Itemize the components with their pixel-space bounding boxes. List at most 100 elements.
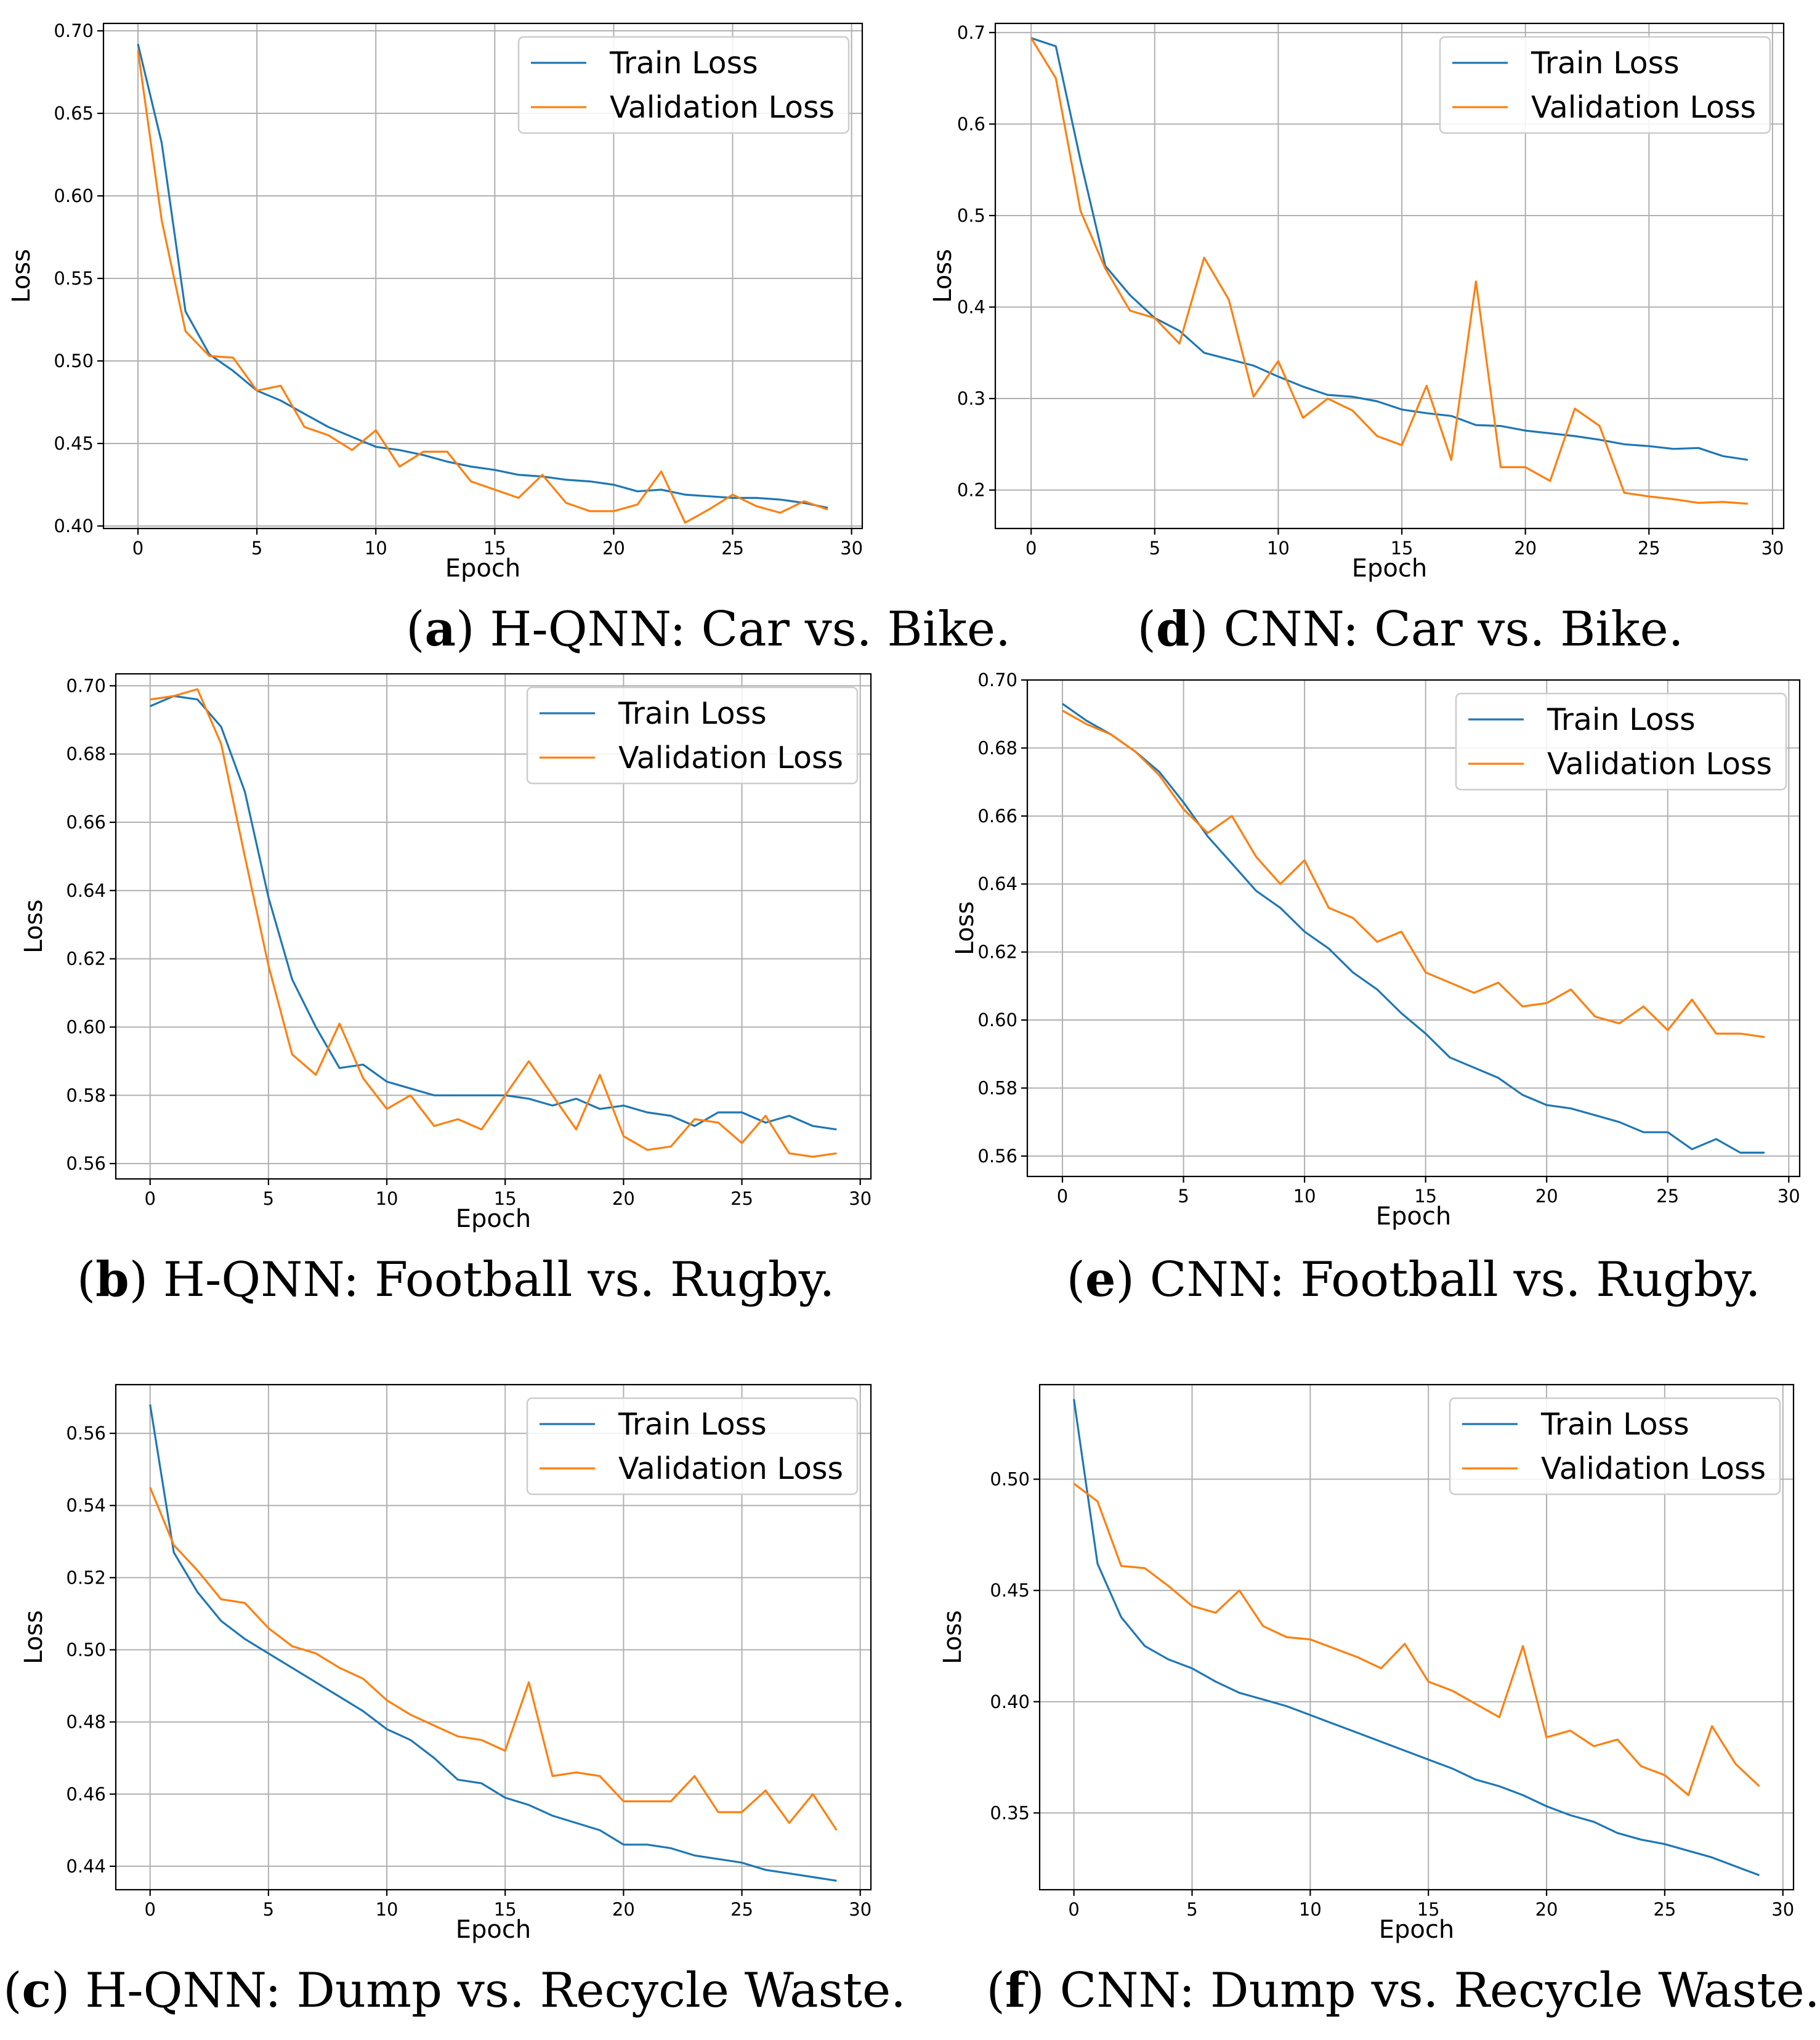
panel-a-line-validation-loss [137,50,828,524]
panel-d-ytick-label-4: 0.6 [957,113,985,134]
panel-c-plot: 0 5 10 15 20 25 30 0.44 0.46 0.48 0.50 0.52 0.54 0.56… [20,1383,872,1944]
panel-e-caption-text: CNN: Football vs. Rugby. [1150,1252,1761,1308]
panel-b-caption-letter: b [95,1252,129,1308]
panel-e-series [1062,703,1765,1154]
panel-d-plot: 0 5 10 15 20 25 30 0.2 0.3 0.4 0.5 0.6 0.7 Epoch Loss T… [929,22,1785,583]
panel-d-ytick-label-3: 0.5 [957,205,985,226]
panel-e-xtick-label-0: 0 [1057,1186,1068,1207]
panel-c-legend-label-validation-loss: Validation Loss [618,1451,843,1486]
panel-d-axes-frame [994,22,1785,530]
panel-d: 0 5 10 15 20 25 30 0.2 0.3 0.4 0.5 0.6 0.7 Epoch Loss T… [929,22,1785,657]
panel-c-x-axis-label: Epoch [456,1916,531,1944]
panel-d-xtick-label-2: 10 [1267,538,1290,559]
panel-a-caption: (a) H-QNN: Car vs. Bike. [406,601,1011,657]
panel-d-ytick-label-2: 0.4 [957,297,985,318]
panel-e-x-axis-label: Epoch [1376,1202,1451,1231]
panel-b-legend-box [526,686,859,785]
panel-e-legend: Train Loss Validation Loss [1455,692,1787,791]
panel-e-ytick-label-3: 0.62 [977,942,1017,963]
panel-a-axes-frame [102,22,863,530]
panel-b-line-validation-loss [150,688,837,1158]
panel-c-y-axis-label: Loss [20,1610,48,1664]
panel-b-ytick-label-7: 0.70 [66,675,106,696]
panel-a-xtick-label-0: 0 [132,538,144,559]
panel-d-ytick-label-5: 0.7 [957,22,985,43]
panel-d-y-ticks: 0.2 0.3 0.4 0.5 0.6 0.7 [957,22,995,501]
panel-d-series [1030,37,1749,505]
panel-f-xtick-label-3: 15 [1417,1899,1440,1920]
panel-b-legend-label-train-loss: Train Loss [618,696,767,731]
panel-a-ytick-label-6: 0.70 [54,20,94,41]
panel-b-xtick-label-6: 30 [849,1188,872,1209]
panel-c-axes-frame [115,1383,872,1891]
panel-a-x-axis-label: Epoch [445,554,520,583]
panel-d-xtick-label-6: 30 [1761,538,1784,559]
panel-c-xtick-label-5: 25 [730,1899,753,1920]
panel-c-xtick-label-2: 10 [376,1899,398,1920]
panel-f-xtick-label-6: 30 [1771,1899,1794,1920]
panel-c-y-ticks: 0.44 0.46 0.48 0.50 0.52 0.54 0.56 [66,1423,116,1877]
panel-e-xtick-label-6: 30 [1778,1186,1800,1207]
panel-b-ytick-label-3: 0.62 [66,949,106,969]
panel-a-legend-label-validation-loss: Validation Loss [610,90,835,125]
panel-e-line-validation-loss [1062,710,1765,1038]
panel-e-ytick-label-2: 0.60 [977,1010,1017,1030]
panel-f-plot: 0 5 10 15 20 25 30 0.35 0.40 0.45 0.50 Epoch Loss Tra… [939,1383,1795,1944]
panel-a-ytick-label-2: 0.50 [54,350,94,371]
panel-a-legend: Train Loss Validation Loss [517,36,850,134]
panel-e-ytick-label-5: 0.66 [977,806,1017,827]
panel-e-legend-label-train-loss: Train Loss [1547,702,1696,737]
panel-c-series [149,1404,838,1882]
panel-d-caption-letter: d [1156,601,1190,657]
panel-e-plot: 0 5 10 15 20 25 30 0.56 0.58 0.60 0.62 0.64 0.66 0.68… [951,670,1801,1231]
panel-d-line-train-loss [1030,37,1749,461]
panel-e: 0 5 10 15 20 25 30 0.56 0.58 0.60 0.62 0.64 0.66 0.68… [951,670,1801,1308]
panel-c-line-train-loss [149,1404,837,1882]
panel-c-caption-letter: c [22,1962,52,2018]
panel-c-ytick-label-0: 0.44 [66,1856,106,1877]
panel-f-xtick-label-4: 20 [1535,1899,1558,1920]
panel-a: 0 5 10 15 20 25 300.400.450.500.550.600.650.70… [7,20,1011,657]
panel-f-caption-letter: f [1005,1962,1029,2018]
panel-c-ytick-label-4: 0.52 [66,1567,106,1588]
panel-f-axes-frame [1038,1383,1795,1891]
panel-f-ytick-label-0: 0.35 [990,1802,1030,1823]
panel-b-xtick-label-2: 10 [376,1188,398,1209]
panel-e-legend-box [1455,692,1787,791]
panel-b-ytick-label-0: 0.56 [66,1153,106,1174]
panel-d-xtick-label-3: 15 [1391,538,1414,559]
panel-e-line-train-loss [1062,703,1765,1154]
panel-b-ytick-label-2: 0.60 [66,1016,106,1037]
panel-b-ytick-label-1: 0.58 [66,1085,106,1106]
panel-d-caption: (d) CNN: Car vs. Bike. [1137,601,1683,657]
panel-a-x-ticks: 0 5 10 15 20 25 30 [132,528,863,559]
panel-c-ytick-label-6: 0.56 [66,1423,106,1444]
panel-b-x-ticks: 0 5 10 15 20 25 30 [145,1179,872,1209]
panel-a-ytick-label-1: 0.45 [54,433,94,454]
panel-a-xtick-label-1: 5 [251,538,262,559]
panel-a-ytick-label-5: 0.65 [54,103,94,124]
panel-b-ytick-label-6: 0.68 [66,743,106,764]
panel-f-xtick-label-1: 5 [1186,1899,1197,1920]
panel-b-ytick-label-5: 0.66 [66,812,106,833]
panel-e-ytick-label-6: 0.68 [977,737,1017,758]
panel-d-y-axis-label: Loss [929,249,957,303]
panel-d-line-validation-loss [1030,37,1748,505]
panel-e-xtick-label-5: 25 [1656,1186,1679,1207]
panel-f-y-axis-label: Loss [939,1610,967,1664]
panel-f-line-train-loss [1073,1399,1760,1876]
panel-f-legend-box [1449,1397,1781,1496]
panel-e-ytick-label-4: 0.64 [977,873,1017,894]
panel-e-axes-frame [1026,679,1801,1178]
panel-e-caption: (e) CNN: Football vs. Rugby. [1066,1252,1760,1308]
panel-d-legend-label-validation-loss: Validation Loss [1531,90,1756,125]
panel-e-xtick-label-1: 5 [1178,1186,1189,1207]
panel-d-ytick-label-0: 0.2 [957,480,985,501]
panel-e-y-ticks: 0.56 0.58 0.60 0.62 0.64 0.66 0.68 0.70 [977,670,1027,1167]
panel-b: 0 5 10 15 20 25 30 0.56 0.58 0.60 0.62 0.64 0.66 0.68… [20,673,872,1308]
panel-c-ytick-label-1: 0.46 [66,1784,106,1805]
panel-b-legend-label-validation-loss: Validation Loss [618,740,843,775]
panel-a-xtick-label-5: 25 [721,538,744,559]
panel-d-xtick-label-4: 20 [1514,538,1537,559]
panel-d-x-ticks: 0 5 10 15 20 25 30 [1025,528,1784,559]
